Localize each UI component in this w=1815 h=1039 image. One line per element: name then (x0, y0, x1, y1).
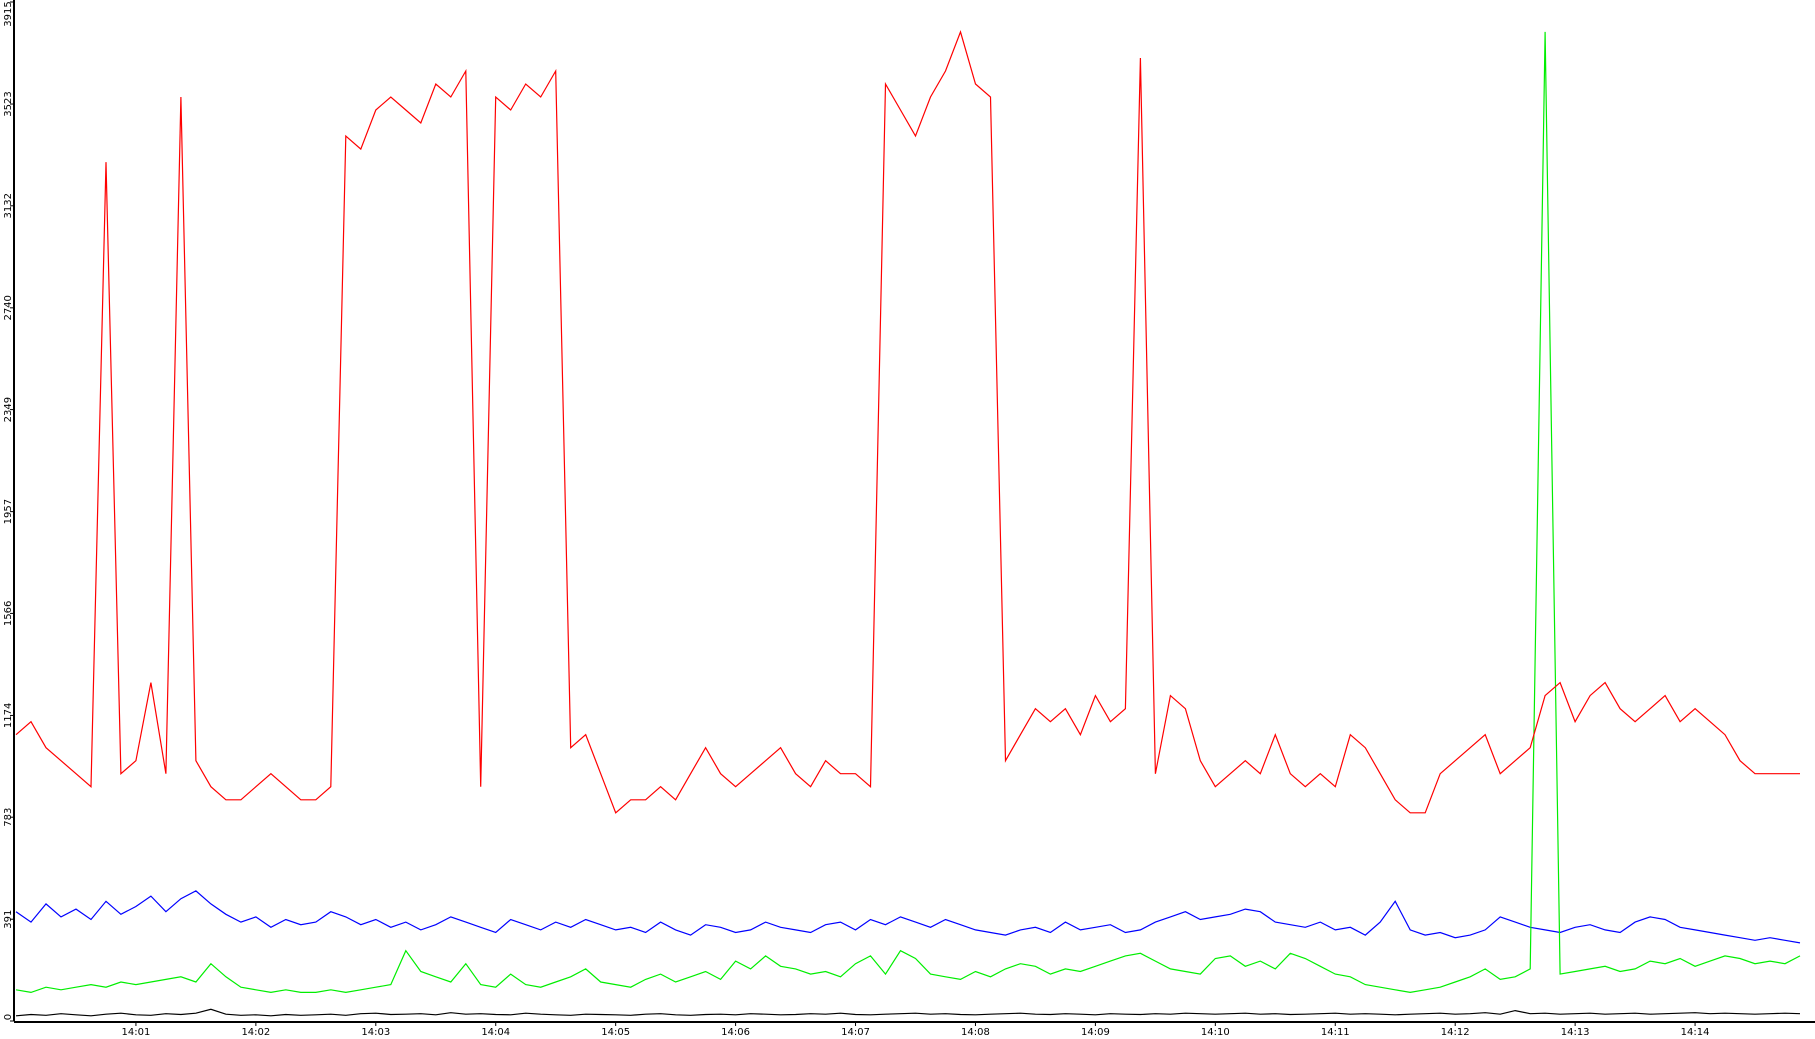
y-tick-label: 1566 (3, 601, 14, 626)
y-tick-label: 391 (3, 910, 14, 929)
x-tick-label: 14:05 (601, 1027, 630, 1038)
x-tick-label: 14:07 (841, 1027, 870, 1038)
x-tick-label: 14:01 (122, 1027, 151, 1038)
x-tick-label: 14:02 (241, 1027, 270, 1038)
x-tick-label: 14:11 (1321, 1027, 1350, 1038)
y-tick-label: 3132 (3, 193, 14, 218)
x-tick-label: 14:04 (481, 1027, 510, 1038)
x-tick-label: 14:09 (1081, 1027, 1110, 1038)
data-line (15, 31, 1801, 994)
data-line (15, 1008, 1801, 1017)
x-tick-label: 14:08 (961, 1027, 990, 1038)
x-tick-label: 14:06 (721, 1027, 750, 1038)
y-tick-label: 2740 (3, 295, 14, 320)
y-tick-label: 1174 (3, 703, 14, 728)
data-line (15, 890, 1801, 944)
data-line (15, 30, 1800, 814)
y-tick-label: 1957 (3, 499, 14, 524)
x-tick-label: 14:03 (361, 1027, 390, 1038)
y-tick-label: 3915 (3, 1, 14, 26)
y-tick-label: 3523 (3, 91, 14, 116)
x-tick-label: 14:14 (1681, 1027, 1710, 1038)
y-tick-label: 0 (3, 1014, 14, 1020)
x-tick-label: 14:13 (1561, 1027, 1590, 1038)
x-tick-label: 14:10 (1201, 1027, 1230, 1038)
y-tick-label: 2349 (3, 397, 14, 422)
x-tick-label: 14:12 (1441, 1027, 1470, 1038)
y-tick-label: 783 (3, 808, 14, 827)
